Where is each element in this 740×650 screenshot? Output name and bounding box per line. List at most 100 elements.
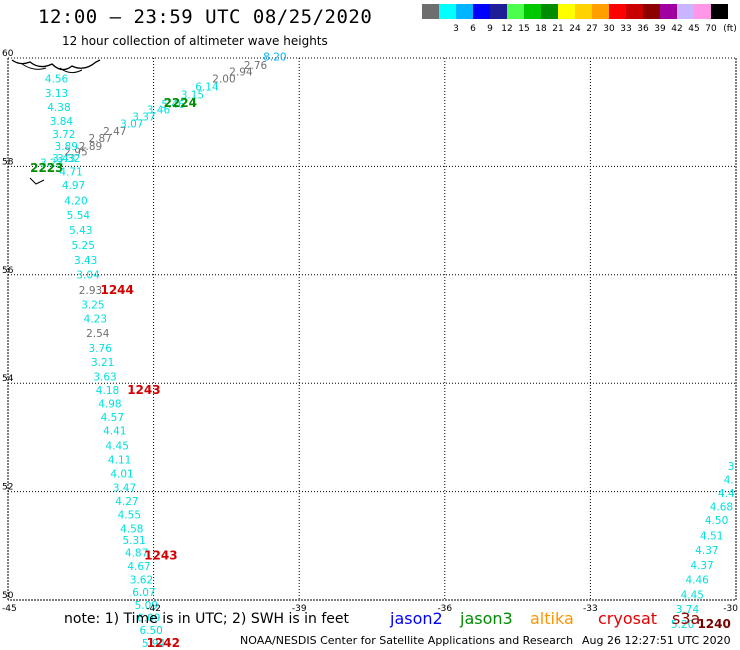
pass-time-label: 1243 [127,383,160,397]
colorbar-swatch [473,4,490,19]
wave-height-value: 3.76 [89,343,113,355]
map-grid [7,57,737,601]
wave-height-value: 2.54 [86,328,110,340]
wave-height-value: 4.58 [120,523,143,535]
wave-height-value: 4.98 [98,399,121,411]
credit-text: NOAA/NESDIS Center for Satellite Applica… [240,634,574,647]
legend-altika: altika [530,609,574,628]
timestamp-text: Aug 26 12:27:51 UTC 2020 [582,634,731,647]
wave-height-value: 2.47 [103,126,126,138]
wave-height-value: 3.72 [52,129,75,141]
wave-height-value: 3 [728,461,735,473]
legend-jason2: jason2 [390,609,443,628]
wave-height-value: 4.37 [695,545,718,557]
colorbar-swatch [456,4,473,19]
wave-height-value: 5.94 [142,638,166,650]
wave-height-value: 4.71 [59,167,82,179]
colorbar-swatch [643,4,660,19]
wave-height-value: 4.37 [690,560,713,572]
wave-height-value: 8.20 [263,52,286,64]
colorbar-swatch [541,4,558,19]
wave-height-value: 3.21 [91,357,114,369]
map-subtitle: 12 hour collection of altimeter wave hei… [62,34,328,48]
colorbar-label: 33 [620,24,632,34]
colorbar-swatch [558,4,575,19]
coastline [11,59,101,185]
lat-tick-label: 58 [2,157,14,167]
wave-height-value: 4.56 [45,73,69,85]
lon-tick-label: -33 [583,604,598,614]
lat-tick-label: 54 [2,374,14,384]
wave-height-value: 4.38 [47,102,70,114]
colorbar-swatch [490,4,507,19]
pass-time-label: 1244 [100,283,133,297]
wave-height-value: 3.89 [55,141,78,153]
wave-height-value: 4.41 [103,426,126,438]
wave-height-value: 3.84 [50,116,74,128]
pass-time-label: 1242 [147,636,180,650]
colorbar-label: 36 [637,24,649,34]
lon-tick-label: -42 [146,604,161,614]
wave-height-value: 3.04 [76,270,100,282]
satellite-tracks: 3.233.432.952.892.872.473.073.373.465.46… [30,52,735,650]
wave-height-value: 4.45 [681,589,704,601]
wave-height-value: 5.25 [72,240,95,252]
pass-time-label: 2224 [164,96,197,110]
wave-height-value: 6.07 [132,587,155,599]
wave-height-value: 6.50 [139,625,162,637]
wave-height-value: 2.94 [229,66,253,78]
wave-height-value: 4. [724,474,734,486]
colorbar-swatch [507,4,524,19]
wave-height-value: 3.62 [130,575,153,587]
wave-height-value: 5.31 [122,535,145,547]
wave-height-value: 4.01 [110,469,133,481]
colorbar-swatch [694,4,711,19]
lat-tick-label: 50 [2,591,14,601]
wave-height-value: 2.87 [89,133,112,145]
pass-time-label: 1243 [144,548,177,562]
colorbar-swatch [677,4,694,19]
pass-time-label: 2223 [30,161,63,175]
wave-height-value: 3.13 [45,88,68,100]
colorbar-label: 21 [552,24,564,34]
wave-height-value: 3.37 [132,111,155,123]
wave-height-value: 4.57 [101,412,124,424]
wave-height-value: 3.23 [40,157,63,169]
wave-height-value: 5.54 [67,210,91,222]
wave-height-value: 4.23 [84,313,107,325]
wave-height-value: 5.09 [135,600,158,612]
colorbar-swatch [609,4,626,19]
lon-tick-label: -45 [2,604,17,614]
legend-s3a: s3a [672,609,701,628]
legend-cryosat: cryosat [598,609,658,628]
wave-height-value: 4.97 [62,180,85,192]
wave-height-value: 4.4 [718,488,735,500]
wave-height-value: 3.32 [57,153,80,165]
legend-jason3: jason3 [460,609,513,628]
wave-height-value: 4.18 [96,385,119,397]
colorbar-label: 3 [453,24,459,34]
wave-height-value: 4.50 [705,515,728,527]
wave-height-value: 5.20 [671,619,694,631]
colorbar-swatch [575,4,592,19]
colorbar-label: 70 [705,24,717,34]
colorbar-swatch [626,4,643,19]
colorbar-swatch [711,4,728,19]
colorbar-label: 30 [603,24,615,34]
wave-height-value: 3.63 [93,371,116,383]
colorbar-label: 45 [688,24,700,34]
wave-height-value: 3.46 [147,104,171,116]
axis-labels: -45 -42 -39 -36 -33 -30 60 58 56 54 52 50 [2,49,738,614]
wave-height-value: 2.89 [79,141,102,153]
colorbar-label: 9 [487,24,493,34]
lat-tick-label: 52 [2,483,13,493]
wave-height-value: 5.46 [161,99,185,111]
wave-height-value: 2.95 [64,147,87,159]
wave-height-value: 4.87 [125,548,148,560]
lon-tick-label: -39 [292,604,307,614]
wave-height-value: 3.07 [120,118,143,130]
wave-height-value: 4.67 [127,561,150,573]
wave-height-value: 6.14 [195,82,219,94]
map-title: 12:00 – 23:59 UTC 08/25/2020 [38,6,373,28]
